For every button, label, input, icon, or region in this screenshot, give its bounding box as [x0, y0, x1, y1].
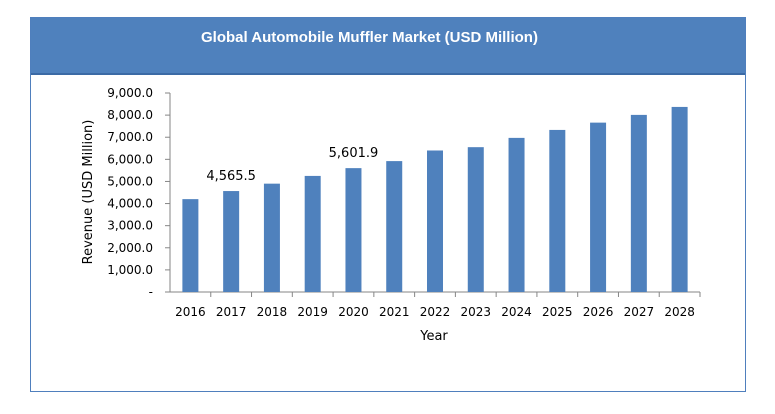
y-tick-label: 3,000.0: [107, 219, 153, 233]
data-label-2017: 4,565.5: [206, 169, 256, 184]
x-tick-label: 2020: [338, 305, 369, 319]
x-tick-label: 2017: [216, 305, 247, 319]
y-tick-label: -: [149, 285, 153, 299]
x-tick-label: 2021: [379, 305, 410, 319]
bar-2024: [508, 137, 525, 292]
y-tick-label: 5,000.0: [107, 174, 153, 188]
bar-2026: [590, 122, 607, 292]
bar-2018: [263, 183, 280, 292]
y-tick-label: 1,000.0: [107, 263, 153, 277]
x-tick-label: 2022: [420, 305, 451, 319]
bar-2028: [671, 106, 688, 293]
bar-2017: [223, 191, 240, 292]
x-tick-label: 2025: [542, 305, 573, 319]
bar-2023: [467, 147, 484, 292]
y-tick-label: 9,000.0: [107, 86, 153, 100]
x-axis-title: Year: [419, 329, 448, 344]
chart-frame: Global Automobile Muffler Market (USD Mi…: [30, 17, 746, 392]
x-tick-label: 2028: [664, 305, 695, 319]
y-axis-title: Revenue (USD Million): [81, 120, 96, 265]
title-band: Global Automobile Muffler Market (USD Mi…: [31, 18, 745, 75]
data-label-2020: 5,601.9: [329, 146, 379, 161]
x-ticks: 2016 2017 2018 2019 2020 2021 2022 2023 2024 2025…: [175, 292, 701, 319]
bar-2019: [304, 175, 321, 292]
y-tick-label: 2,000.0: [107, 241, 153, 255]
y-tick-label: 6,000.0: [107, 152, 153, 166]
chart-title: Global Automobile Muffler Market (USD Mi…: [201, 29, 538, 46]
x-tick-label: 2024: [501, 305, 532, 319]
bar-2020: [345, 168, 362, 292]
x-tick-label: 2018: [257, 305, 288, 319]
data-labels: 4,565.5 5,601.9: [206, 146, 378, 184]
y-tick-label: 7,000.0: [107, 130, 153, 144]
x-tick-label: 2027: [624, 305, 655, 319]
x-tick-label: 2019: [297, 305, 328, 319]
bars: [182, 106, 688, 293]
x-tick-label: 2026: [583, 305, 614, 319]
bar-2016: [182, 199, 199, 292]
bar-2021: [386, 161, 403, 292]
y-tick-label: 8,000.0: [107, 108, 153, 122]
x-tick-label: 2016: [175, 305, 206, 319]
bar-2025: [549, 129, 566, 292]
y-tick-label: 4,000.0: [107, 197, 153, 211]
bar-2022: [427, 150, 443, 292]
x-tick-label: 2023: [460, 305, 491, 319]
y-ticks: - 1,000.0 2,000.0 3,000.0 4,000.0 5,000.0 6,00…: [107, 86, 170, 299]
bar-2027: [630, 114, 647, 292]
